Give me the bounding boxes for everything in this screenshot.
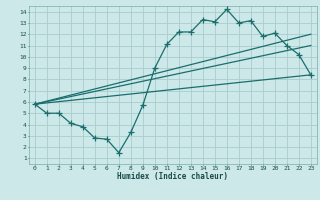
X-axis label: Humidex (Indice chaleur): Humidex (Indice chaleur): [117, 172, 228, 181]
